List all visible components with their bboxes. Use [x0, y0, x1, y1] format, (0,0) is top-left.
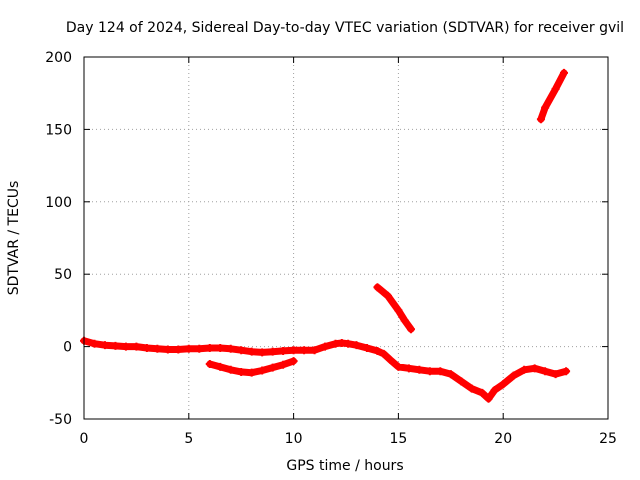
x-tick-label: 25	[599, 431, 617, 447]
data-point	[205, 359, 214, 368]
data-point	[321, 342, 330, 351]
data-point	[520, 365, 529, 374]
data-point	[551, 84, 560, 93]
data-point	[551, 370, 560, 379]
data-point	[132, 342, 141, 351]
data-point	[415, 365, 424, 374]
data-point	[499, 380, 508, 389]
data-point	[386, 355, 395, 364]
y-tick-label: 100	[45, 195, 72, 211]
axis-ticks: 0 5 10 15 20 25 -50 0 50 100 150 200	[45, 50, 617, 447]
data-point	[90, 339, 99, 348]
data-point	[205, 344, 214, 353]
data-point	[478, 388, 487, 397]
data-point	[509, 371, 518, 380]
data-point	[352, 341, 361, 350]
data-point	[467, 384, 476, 393]
data-point	[400, 316, 409, 325]
data-point	[530, 364, 539, 373]
data-point	[446, 370, 455, 379]
data-point	[394, 362, 403, 371]
data-point	[373, 283, 382, 292]
data-point	[237, 367, 246, 376]
data-point	[184, 344, 193, 353]
data-point	[111, 341, 120, 350]
data-point	[247, 347, 256, 356]
series-line	[537, 69, 568, 123]
series-line	[373, 283, 415, 333]
x-tick-label: 20	[494, 431, 512, 447]
data-point	[310, 346, 319, 355]
y-tick-label: 200	[45, 50, 72, 66]
data-point	[490, 386, 499, 395]
data-point	[174, 345, 183, 354]
data-point	[404, 364, 413, 373]
data-point	[406, 325, 415, 334]
data-point	[195, 344, 204, 353]
data-point	[279, 360, 288, 369]
data-point	[559, 68, 568, 77]
data-series	[80, 68, 571, 403]
data-point	[541, 367, 550, 376]
data-point	[394, 306, 403, 315]
data-point	[541, 103, 550, 112]
x-tick-label: 15	[389, 431, 407, 447]
data-point	[258, 366, 267, 375]
data-point	[100, 341, 109, 350]
data-point	[247, 368, 256, 377]
y-axis-label: SDTVAR / TECUs	[6, 181, 22, 296]
y-tick-label: -50	[49, 412, 72, 428]
data-point	[436, 367, 445, 376]
data-point	[484, 394, 493, 403]
data-point	[153, 344, 162, 353]
data-point	[226, 344, 235, 353]
data-point	[457, 377, 466, 386]
data-point	[289, 357, 298, 366]
chart-title: Day 124 of 2024, Sidereal Day-to-day VTE…	[66, 20, 624, 36]
y-tick-label: 50	[54, 267, 72, 283]
data-point	[289, 346, 298, 355]
data-point	[373, 346, 382, 355]
data-point	[379, 349, 388, 358]
data-point	[237, 346, 246, 355]
x-tick-label: 5	[184, 431, 193, 447]
y-tick-label: 150	[45, 122, 72, 138]
data-point	[383, 291, 392, 300]
data-point	[216, 344, 225, 353]
data-point	[362, 344, 371, 353]
data-point	[163, 345, 172, 354]
data-point	[562, 367, 571, 376]
grid	[84, 57, 608, 419]
data-point	[121, 342, 130, 351]
data-point	[268, 363, 277, 372]
data-point	[268, 347, 277, 356]
data-point	[226, 365, 235, 374]
data-point	[279, 346, 288, 355]
data-point	[258, 348, 267, 357]
data-point	[300, 346, 309, 355]
x-tick-label: 10	[285, 431, 303, 447]
data-point	[216, 362, 225, 371]
data-point	[536, 115, 545, 124]
plot-frame	[83, 56, 609, 420]
data-point	[344, 339, 353, 348]
data-point	[425, 367, 434, 376]
x-axis-label: GPS time / hours	[286, 458, 403, 474]
data-point	[142, 344, 151, 353]
y-tick-label: 0	[63, 340, 72, 356]
x-tick-label: 0	[80, 431, 89, 447]
